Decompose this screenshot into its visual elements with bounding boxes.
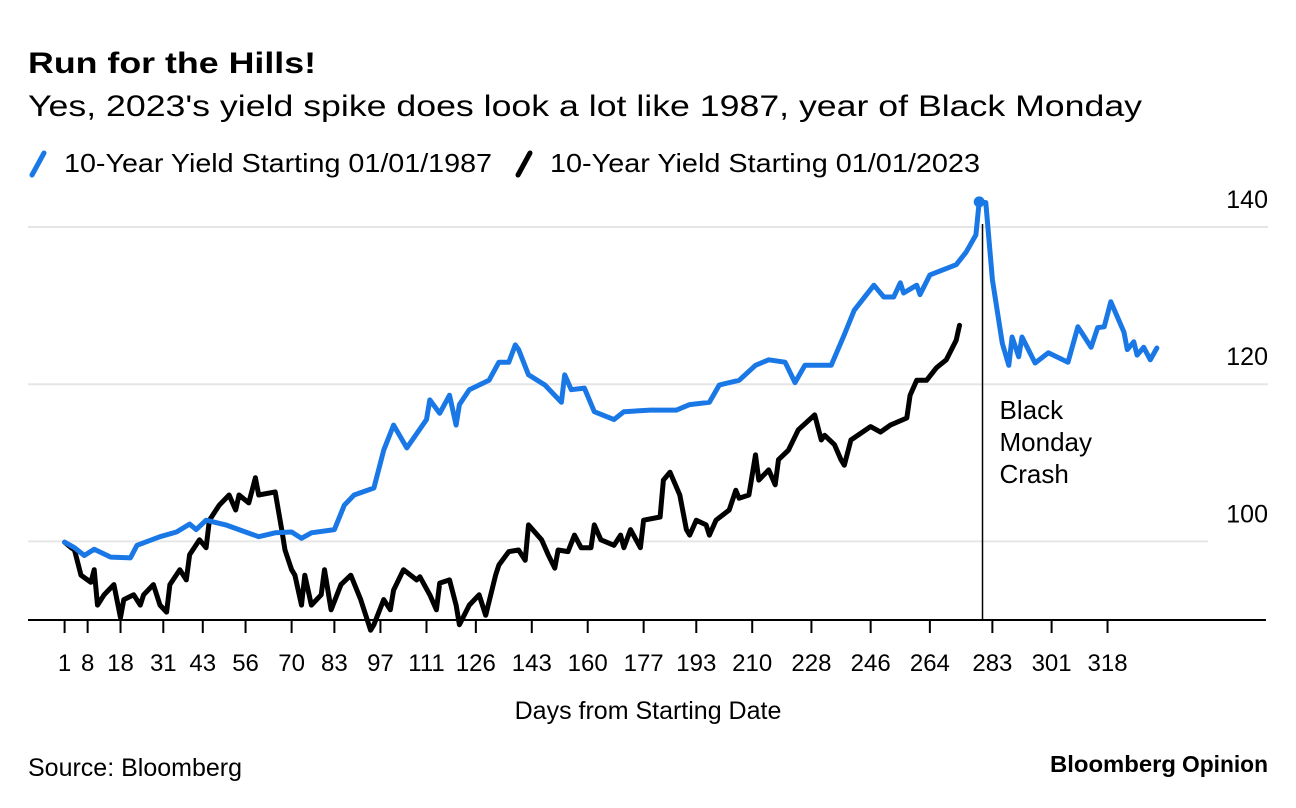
- logo-brand: Bloomberg: [1050, 751, 1176, 777]
- x-tick-label-18: 18: [107, 650, 134, 677]
- annotation-line-3: Crash: [1000, 459, 1069, 489]
- legend: 10-Year Yield Starting 01/01/1987 10-Yea…: [29, 148, 980, 178]
- x-tick-label-1: 1: [58, 650, 71, 677]
- legend-label-2023: 10-Year Yield Starting 01/01/2023: [550, 148, 980, 178]
- chart-title: Run for the Hills!: [28, 47, 316, 80]
- x-tick-label-8: 8: [81, 650, 94, 677]
- x-tick-label-228: 228: [791, 650, 831, 677]
- x-tick-label-56: 56: [232, 650, 259, 677]
- gridlines: [28, 226, 1268, 543]
- x-tick-label-264: 264: [910, 650, 950, 677]
- x-tick-label-111: 111: [408, 650, 444, 677]
- legend-swatch-2023: [515, 150, 533, 178]
- series-line-1987: [62, 199, 1160, 561]
- x-tick-label-31: 31: [150, 650, 177, 677]
- x-axis-title: Days from Starting Date: [515, 697, 782, 725]
- x-tick-label-301: 301: [1032, 650, 1072, 677]
- y-tick-label-100: 100: [1226, 500, 1268, 528]
- logo-section: Opinion: [1182, 751, 1268, 777]
- source-note: Source: Bloomberg: [28, 754, 242, 782]
- annotation-line-1: Black: [1000, 395, 1065, 425]
- annotation-line-2: Monday: [1000, 427, 1093, 457]
- x-tick-label-177: 177: [624, 650, 664, 677]
- y-tick-label-140: 140: [1226, 186, 1268, 214]
- x-tick-label-246: 246: [851, 650, 891, 677]
- legend-swatch-1987: [29, 150, 47, 178]
- peak-point-marker: [973, 196, 985, 208]
- x-tick-label-210: 210: [732, 650, 772, 677]
- y-axis-labels: 100 120 140: [1226, 186, 1268, 528]
- x-tick-label-70: 70: [278, 650, 305, 677]
- series-lines: [62, 196, 1160, 633]
- chart-subtitle: Yes, 2023's yield spike does look a lot …: [28, 90, 1142, 123]
- bloomberg-opinion-logo: Bloomberg Opinion: [1050, 751, 1268, 777]
- x-tick-label-83: 83: [321, 650, 348, 677]
- x-tick-label-283: 283: [972, 650, 1012, 677]
- x-tick-label-126: 126: [456, 650, 496, 677]
- x-tick-label-193: 193: [676, 650, 716, 677]
- y-tick-label-120: 120: [1226, 343, 1268, 371]
- x-tick-label-143: 143: [512, 650, 552, 677]
- x-axis-ticks: 1 8 18 31 43 56 70 83 97 111 126 143 160 177 193 210 228…: [58, 620, 1128, 677]
- x-tick-label-318: 318: [1088, 650, 1128, 677]
- series-line-2023: [62, 322, 962, 633]
- x-tick-label-43: 43: [189, 650, 216, 677]
- legend-label-1987: 10-Year Yield Starting 01/01/1987: [64, 148, 492, 178]
- x-tick-label-160: 160: [568, 650, 608, 677]
- x-tick-label-97: 97: [367, 650, 394, 677]
